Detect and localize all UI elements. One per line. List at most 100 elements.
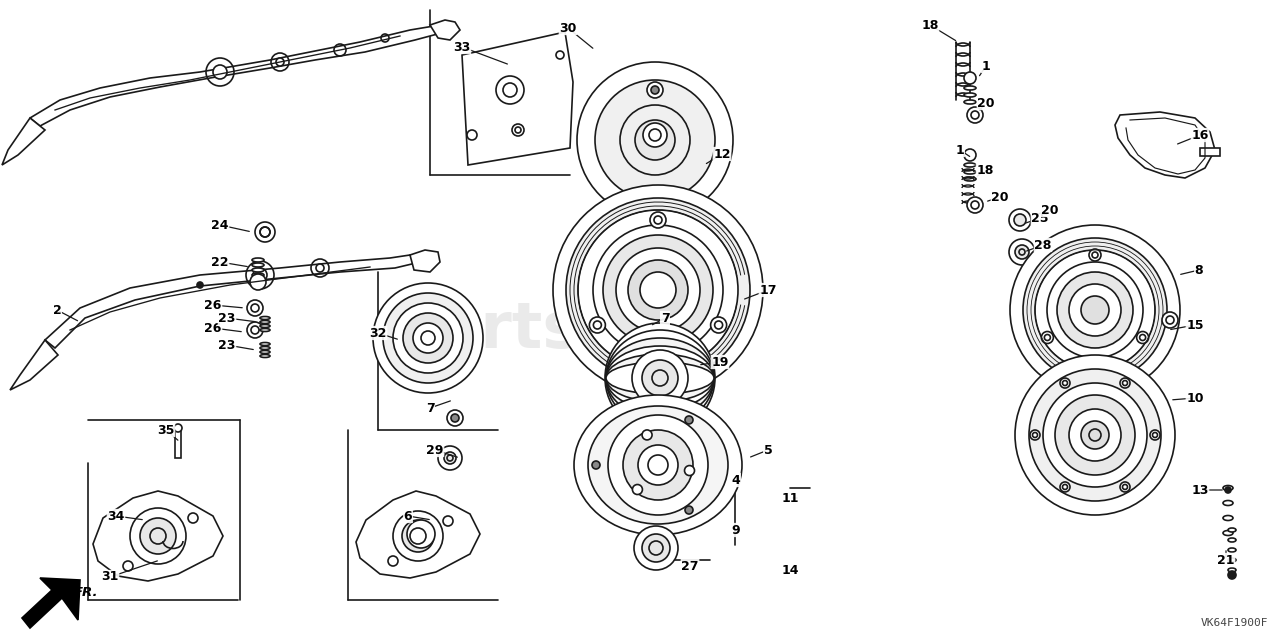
Circle shape xyxy=(316,264,324,272)
Circle shape xyxy=(1055,395,1135,475)
Text: 32: 32 xyxy=(370,326,387,339)
Ellipse shape xyxy=(588,406,728,524)
Circle shape xyxy=(372,283,483,393)
Circle shape xyxy=(1225,487,1231,493)
Circle shape xyxy=(1010,225,1180,395)
Ellipse shape xyxy=(1228,558,1236,562)
Ellipse shape xyxy=(964,163,977,167)
Circle shape xyxy=(1057,272,1133,348)
Text: 33: 33 xyxy=(453,40,471,54)
Text: VK64F1900F: VK64F1900F xyxy=(1201,618,1268,628)
Text: 14: 14 xyxy=(781,563,799,577)
Circle shape xyxy=(1228,571,1236,579)
Text: 26: 26 xyxy=(205,321,221,335)
Circle shape xyxy=(388,556,398,566)
Circle shape xyxy=(1137,332,1148,344)
Circle shape xyxy=(503,83,517,97)
Text: 1: 1 xyxy=(956,143,964,157)
Polygon shape xyxy=(462,32,573,165)
Text: 23: 23 xyxy=(219,312,236,324)
Circle shape xyxy=(643,360,678,396)
Ellipse shape xyxy=(605,346,714,410)
Circle shape xyxy=(964,72,977,84)
Text: 24: 24 xyxy=(211,218,229,232)
Ellipse shape xyxy=(260,342,270,346)
Circle shape xyxy=(589,317,605,333)
Text: 7: 7 xyxy=(426,401,434,415)
Circle shape xyxy=(966,197,983,213)
Circle shape xyxy=(123,561,133,571)
Text: FR.: FR. xyxy=(74,586,99,598)
Circle shape xyxy=(444,452,456,464)
Text: 5: 5 xyxy=(764,444,772,456)
Ellipse shape xyxy=(1222,486,1233,490)
Circle shape xyxy=(438,446,462,470)
Circle shape xyxy=(1023,238,1167,382)
Circle shape xyxy=(1042,332,1053,344)
Ellipse shape xyxy=(252,278,264,282)
Text: PartsBree: PartsBree xyxy=(392,299,748,361)
Circle shape xyxy=(628,260,689,320)
Circle shape xyxy=(643,430,652,440)
Ellipse shape xyxy=(605,354,714,402)
Circle shape xyxy=(393,303,463,373)
Circle shape xyxy=(643,534,669,562)
Ellipse shape xyxy=(1222,500,1233,506)
Circle shape xyxy=(640,272,676,308)
Text: 16: 16 xyxy=(1192,129,1208,141)
Circle shape xyxy=(634,526,678,570)
Circle shape xyxy=(451,414,460,422)
Circle shape xyxy=(174,424,182,432)
Circle shape xyxy=(1089,249,1101,261)
Circle shape xyxy=(1069,284,1121,336)
Circle shape xyxy=(250,274,266,290)
Text: 25: 25 xyxy=(1032,211,1048,225)
Circle shape xyxy=(646,82,663,98)
Circle shape xyxy=(212,65,227,79)
Polygon shape xyxy=(410,250,440,272)
Circle shape xyxy=(197,282,204,288)
Circle shape xyxy=(1060,482,1070,492)
Circle shape xyxy=(1015,245,1029,259)
Circle shape xyxy=(247,300,262,316)
Polygon shape xyxy=(10,340,58,390)
Circle shape xyxy=(566,198,750,382)
Polygon shape xyxy=(356,491,480,578)
Circle shape xyxy=(685,416,692,424)
Text: 9: 9 xyxy=(732,524,740,536)
Ellipse shape xyxy=(964,93,977,97)
Text: 15: 15 xyxy=(1187,319,1203,332)
Circle shape xyxy=(188,513,198,523)
Polygon shape xyxy=(29,25,445,126)
Ellipse shape xyxy=(252,258,264,262)
Text: 20: 20 xyxy=(977,97,995,109)
Circle shape xyxy=(1060,378,1070,388)
Text: 29: 29 xyxy=(426,444,444,456)
Ellipse shape xyxy=(964,100,977,104)
Text: 20: 20 xyxy=(991,191,1009,204)
Text: 6: 6 xyxy=(403,509,412,522)
Text: ™: ™ xyxy=(730,301,748,319)
Circle shape xyxy=(643,123,667,147)
Polygon shape xyxy=(1115,112,1215,178)
Circle shape xyxy=(608,415,708,515)
Circle shape xyxy=(1009,239,1036,265)
Text: 4: 4 xyxy=(732,474,740,486)
Text: 7: 7 xyxy=(660,312,669,324)
Circle shape xyxy=(1149,430,1160,440)
Ellipse shape xyxy=(260,321,270,323)
Ellipse shape xyxy=(260,346,270,349)
Circle shape xyxy=(605,323,716,433)
Ellipse shape xyxy=(964,86,977,90)
Circle shape xyxy=(632,350,689,406)
Polygon shape xyxy=(93,491,223,581)
Circle shape xyxy=(553,185,763,395)
Ellipse shape xyxy=(260,324,270,328)
Circle shape xyxy=(603,235,713,345)
Ellipse shape xyxy=(1228,548,1236,552)
Circle shape xyxy=(635,120,675,160)
Circle shape xyxy=(447,410,463,426)
Circle shape xyxy=(1043,383,1147,487)
Circle shape xyxy=(616,248,700,332)
Circle shape xyxy=(383,293,474,383)
